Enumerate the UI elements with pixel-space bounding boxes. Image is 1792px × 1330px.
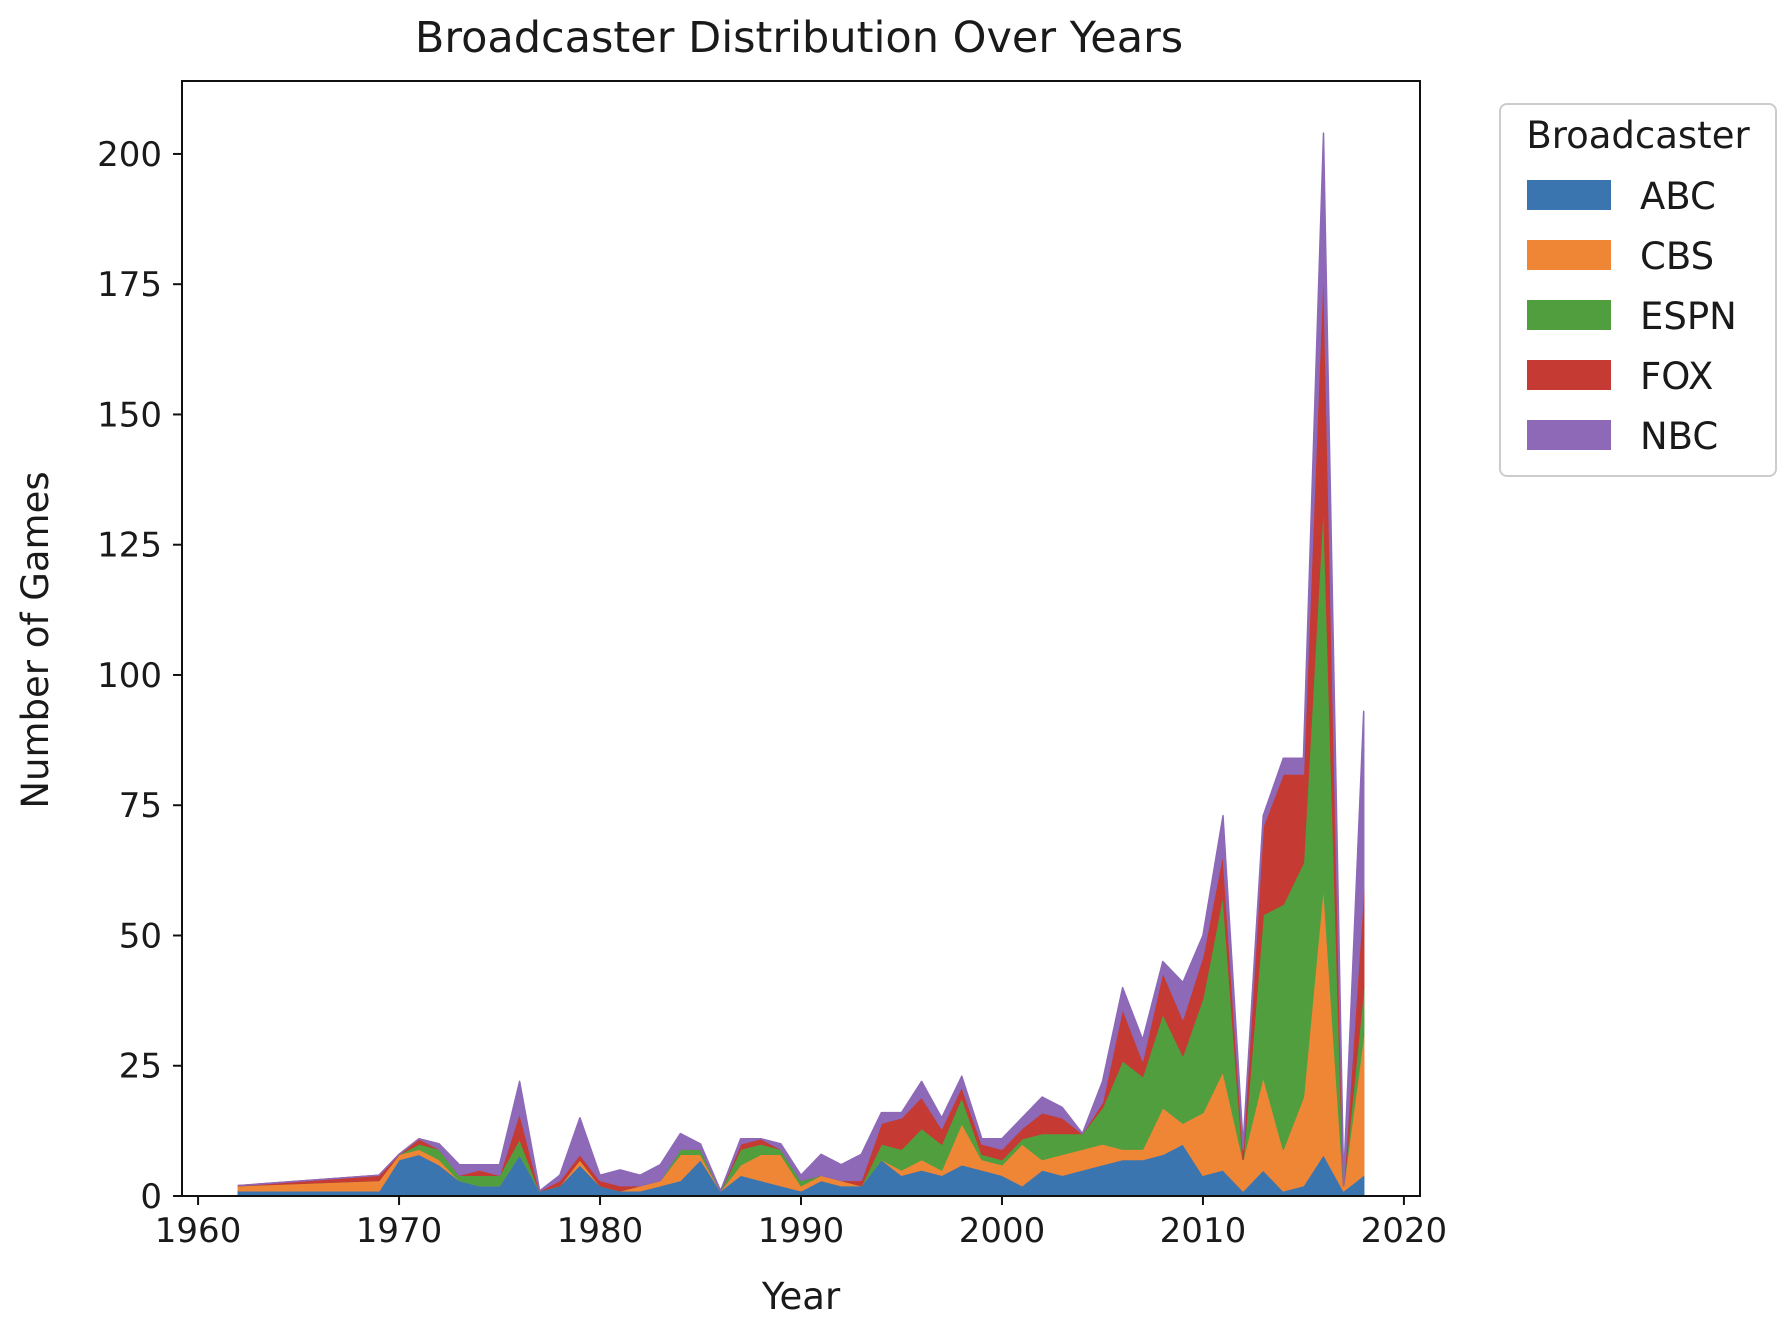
legend-label-nbc: NBC [1640,415,1718,458]
legend: Broadcaster ABC CBS ESPN FOX NBC [1499,103,1777,477]
y-tick-label: 50 [119,916,162,956]
y-tick-label: 0 [140,1177,162,1217]
legend-swatch-abc [1527,180,1611,210]
x-tick-label: 2020 [1361,1211,1448,1251]
legend-swatch-cbs [1527,240,1611,270]
x-tick-label: 2010 [1160,1211,1247,1251]
y-tick-label: 100 [97,656,162,696]
legend-label-fox: FOX [1640,355,1713,398]
legend-items: ABC CBS ESPN FOX NBC [1527,175,1737,458]
legend-swatch-fox [1527,360,1611,390]
legend-swatch-nbc [1527,420,1611,450]
legend-label-abc: ABC [1640,175,1716,218]
chart-title: Broadcaster Distribution Over Years [415,13,1183,63]
x-tick-label: 2000 [959,1211,1046,1251]
legend-title: Broadcaster [1526,114,1750,157]
area-espn [237,497,1365,1192]
x-axis-label: Year [761,1275,841,1318]
legend-label-espn: ESPN [1640,295,1737,338]
y-axis-label: Number of Games [14,471,57,808]
y-tick-label: 175 [97,265,162,305]
x-tick-label: 1960 [155,1211,242,1251]
area-nbc [237,132,1365,1192]
y-tick-label: 25 [119,1047,162,1087]
plot-areas [237,132,1365,1197]
y-tick-label: 125 [97,526,162,566]
y-axis: 0 25 50 75 100 125 150 175 200 [97,135,182,1217]
x-tick-label: 1980 [557,1211,644,1251]
x-tick-label: 1990 [758,1211,845,1251]
x-tick-label: 1970 [356,1211,443,1251]
legend-label-cbs: CBS [1640,235,1714,278]
x-axis: 1960 1970 1980 1990 2000 2010 2020 [155,1196,1447,1251]
y-tick-label: 150 [97,395,162,435]
y-tick-label: 200 [97,135,162,175]
y-tick-label: 75 [119,786,162,826]
legend-swatch-espn [1527,300,1611,330]
